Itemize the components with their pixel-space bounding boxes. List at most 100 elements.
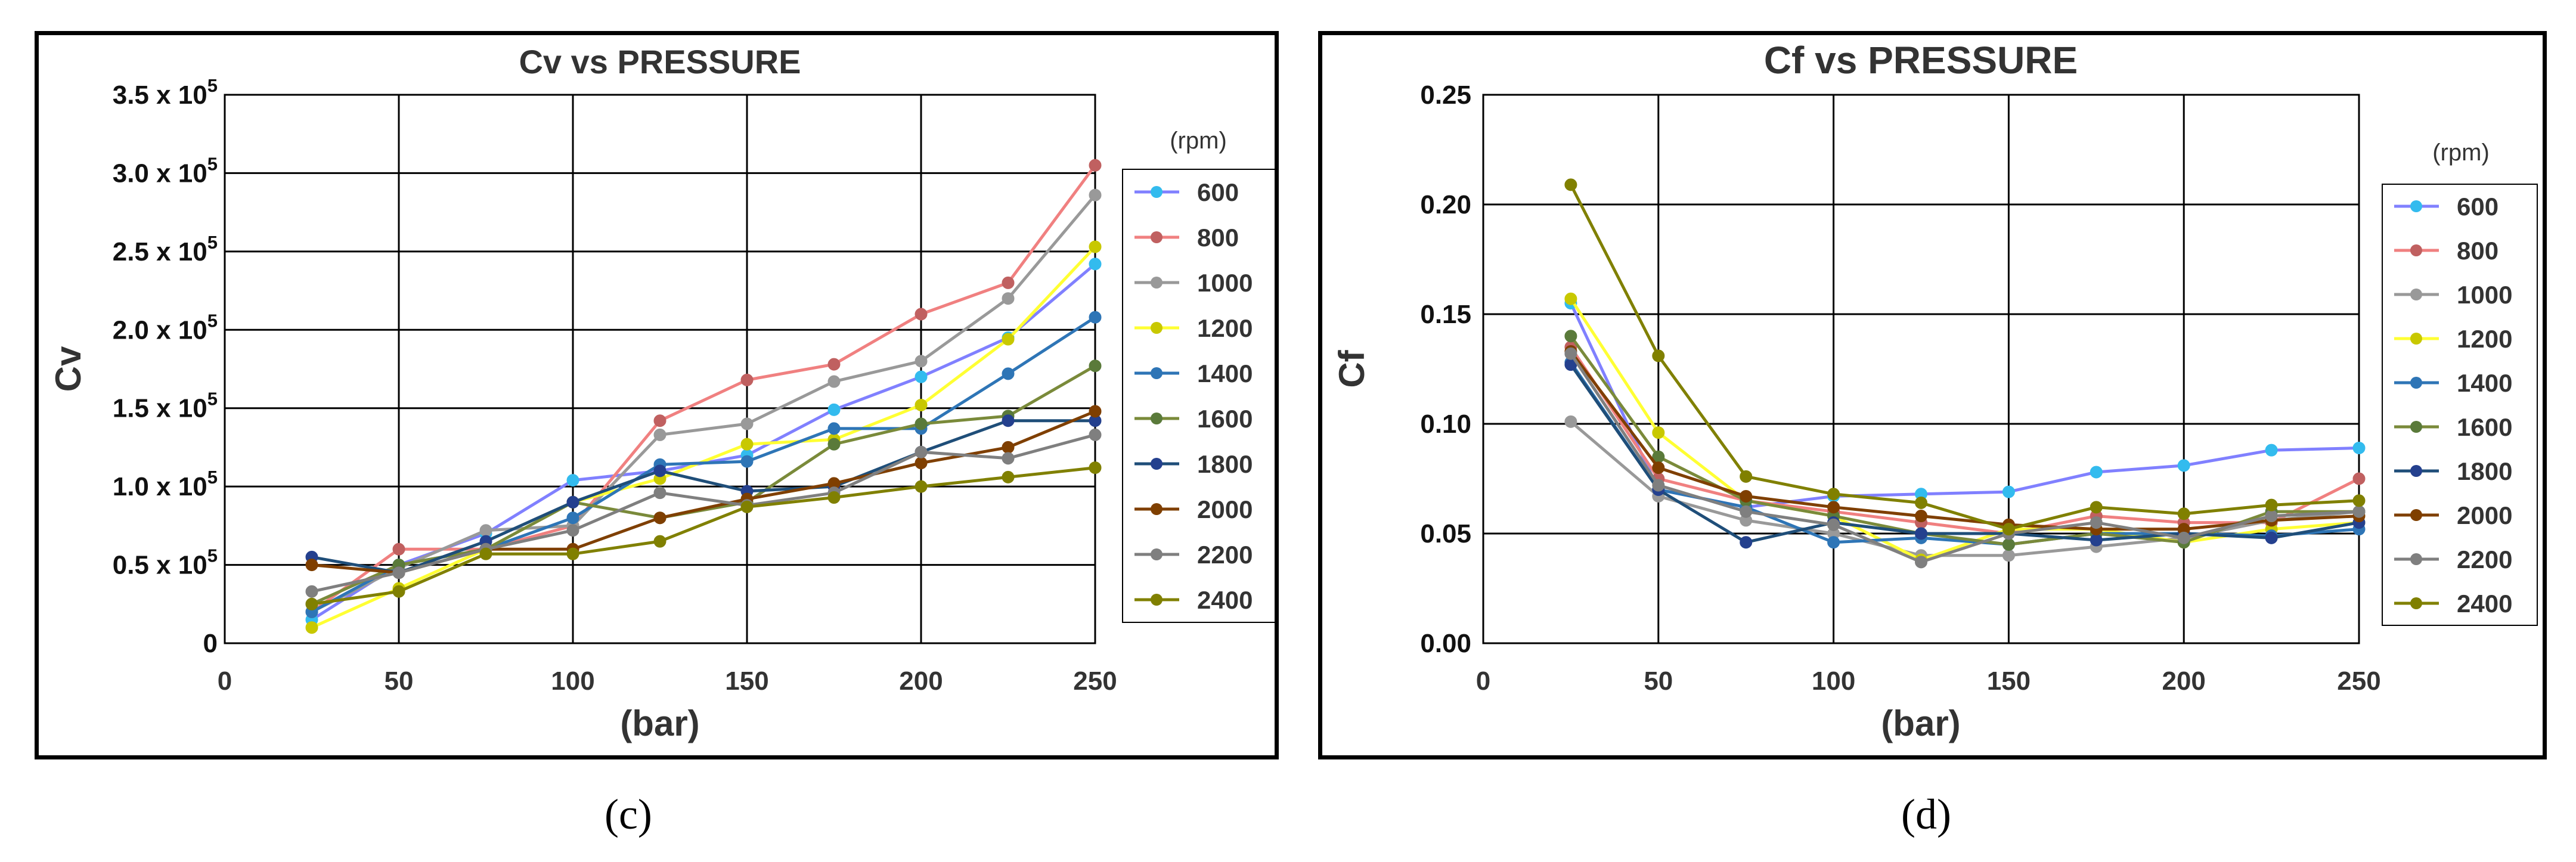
- cf-data-point-2200: [2265, 510, 2278, 523]
- cf-x-axis-label: (bar): [1881, 703, 1960, 743]
- cv-legend-label-1000: 1000: [1197, 269, 1253, 297]
- cv-legend-marker-2200: [1151, 548, 1163, 560]
- cf-data-point-2000: [1827, 501, 1840, 514]
- cf-x-tick-label: 150: [1987, 666, 2031, 696]
- cv-data-point-1200: [915, 398, 928, 411]
- cv-legend-marker-1400: [1151, 367, 1163, 379]
- cv-data-point-800: [1002, 276, 1015, 289]
- cf-data-point-2200: [2177, 531, 2190, 544]
- cf-data-point-600: [2352, 441, 2366, 454]
- cf-data-point-1400: [1827, 536, 1840, 549]
- cf-data-point-2200: [1652, 479, 1665, 492]
- cf-data-point-800: [2352, 472, 2366, 485]
- cf-data-point-2000: [1652, 461, 1665, 475]
- cf-series-line-1800: [1569, 364, 2360, 544]
- cv-y-axis-label: Cv: [48, 346, 88, 392]
- cv-series-line-1800: [311, 419, 1095, 575]
- cv-legend-label-1200: 1200: [1197, 314, 1253, 342]
- cf-legend-label-2200: 2200: [2457, 545, 2512, 573]
- cv-data-point-2200: [915, 445, 928, 458]
- cf-x-tick-label: 250: [2337, 666, 2380, 696]
- cv-data-point-1200: [1089, 240, 1102, 253]
- cv-data-point-600: [827, 403, 841, 416]
- cf-legend-label-2000: 2000: [2457, 501, 2512, 529]
- cf-data-point-2200: [2090, 516, 2103, 529]
- cv-data-point-800: [653, 414, 667, 427]
- cf-legend-title: (rpm): [2432, 139, 2490, 166]
- cv-data-point-1000: [653, 428, 667, 441]
- cf-legend-label-2400: 2400: [2457, 590, 2512, 618]
- cv-data-point-2400: [740, 500, 754, 513]
- cf-legend-label-1800: 1800: [2457, 457, 2512, 485]
- cv-data-point-800: [1089, 159, 1102, 172]
- cf-data-point-1600: [1564, 330, 1577, 343]
- cv-data-point-1000: [1002, 292, 1015, 305]
- cv-legend-label-800: 800: [1197, 224, 1239, 252]
- cv-y-tick-label: 0.5 x 105: [113, 545, 218, 580]
- cv-data-point-2400: [305, 597, 318, 610]
- cv-data-point-2000: [915, 457, 928, 470]
- cf-data-point-1000: [2002, 549, 2015, 562]
- cf-data-point-2200: [1827, 518, 1840, 531]
- cv-data-point-1800: [653, 464, 667, 477]
- cv-legend-marker-2000: [1151, 503, 1163, 515]
- cv-x-tick-label: 100: [551, 666, 594, 696]
- cv-data-point-2400: [1002, 470, 1015, 483]
- cv-plot-area: [224, 94, 1096, 644]
- cv-legend-box: [1122, 169, 1275, 623]
- cf-data-point-600: [2002, 485, 2015, 498]
- cv-legend-marker-1600: [1151, 413, 1163, 424]
- cf-legend-marker-1400: [2410, 377, 2422, 389]
- cv-data-point-1200: [740, 438, 754, 451]
- cv-legend-label-1600: 1600: [1197, 405, 1253, 433]
- cf-y-tick-label: 0.10: [1420, 410, 1471, 439]
- cf-series-line-800: [1569, 346, 2360, 535]
- cf-legend-label-1400: 1400: [2457, 369, 2512, 397]
- cv-data-point-800: [915, 308, 928, 321]
- cf-legend-label-1600: 1600: [2457, 413, 2512, 441]
- cv-data-point-2000: [1002, 441, 1015, 454]
- cf-data-point-2400: [1827, 488, 1840, 501]
- cf-data-point-1800: [1740, 536, 1753, 549]
- cv-x-tick-label: 200: [899, 666, 943, 696]
- cv-legend-marker-600: [1151, 186, 1163, 198]
- cv-chart-title: Cv vs PRESSURE: [519, 43, 801, 80]
- cf-series-line-2400: [1569, 184, 2360, 531]
- cf-series-line-2000: [1569, 351, 2360, 531]
- cv-data-point-1600: [915, 417, 928, 430]
- cv-data-point-1200: [1002, 333, 1015, 346]
- cv-data-point-2200: [566, 524, 579, 537]
- cf-legend-marker-2000: [2410, 509, 2422, 521]
- cf-data-point-2400: [2002, 523, 2015, 536]
- cv-y-tick-label: 0: [203, 629, 218, 658]
- cf-y-axis-label: Cf: [1332, 349, 1372, 387]
- cv-data-point-2000: [305, 559, 318, 572]
- cf-data-point-2400: [1564, 178, 1577, 191]
- cv-data-point-2200: [1089, 428, 1102, 441]
- cv-data-point-1400: [566, 511, 579, 525]
- cv-data-point-800: [740, 373, 754, 386]
- cv-y-tick-label: 1.0 x 105: [113, 467, 218, 501]
- cv-data-point-1400: [1002, 367, 1015, 380]
- cv-data-point-2400: [566, 547, 579, 560]
- cv-y-tick-label: 2.0 x 105: [113, 310, 218, 345]
- cv-data-point-1000: [740, 417, 754, 430]
- cv-data-point-800: [392, 542, 405, 556]
- cf-x-tick-label: 50: [1644, 666, 1673, 696]
- cv-data-point-600: [1089, 258, 1102, 271]
- cv-series-line-1200: [311, 246, 1096, 629]
- cf-data-point-2400: [2265, 498, 2278, 511]
- cf-data-point-2400: [2177, 507, 2190, 520]
- cv-data-point-2200: [1002, 452, 1015, 465]
- cf-legend-marker-1800: [2410, 465, 2422, 477]
- cf-y-tick-label: 0.15: [1420, 300, 1471, 329]
- cf-legend-label-1000: 1000: [2457, 281, 2512, 309]
- cf-data-point-1200: [1652, 426, 1665, 439]
- cf-data-point-2400: [1915, 496, 1927, 509]
- cv-x-tick-label: 150: [725, 666, 768, 696]
- cv-data-point-2400: [827, 491, 841, 504]
- cv-data-point-2000: [653, 511, 667, 525]
- cf-x-tick-label: 100: [1812, 666, 1855, 696]
- cv-series-line-1000: [311, 194, 1096, 613]
- cv-data-point-1000: [827, 375, 841, 388]
